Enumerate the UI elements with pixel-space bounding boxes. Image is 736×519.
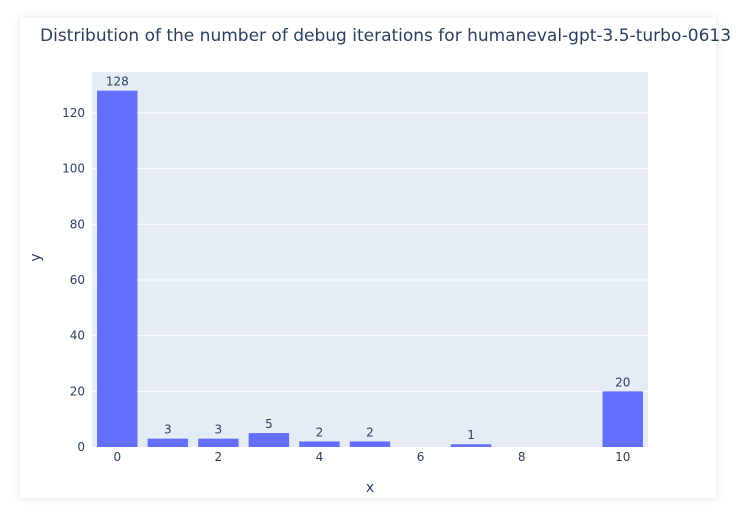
y-tick-label: 100 [62,162,85,176]
bar [450,444,492,447]
bar [349,441,391,447]
bar [248,433,290,447]
x-tick-label: 0 [113,450,121,464]
bar [299,441,340,447]
x-axis-title: x [366,480,374,496]
bar-value-label: 3 [164,423,172,437]
x-axis-ticks: 0 2 4 6 8 10 [113,450,630,464]
gridlines [92,112,648,392]
y-tick-label: 0 [77,440,85,454]
y-tick-label: 120 [62,106,85,120]
bar [602,391,643,447]
bar [198,438,239,447]
y-tick-label: 40 [70,329,85,343]
bars [97,90,643,448]
bar [147,438,189,447]
y-axis-title: y [28,253,44,261]
bar-value-label: 1 [467,428,475,442]
x-tick-label: 8 [518,450,526,464]
plot-area [92,72,648,447]
bar-value-label: 20 [615,375,630,389]
x-tick-label: 6 [417,450,425,464]
chart-title: Distribution of the number of debug iter… [40,26,731,46]
x-tick-label: 4 [316,450,324,464]
bar-value-label: 128 [106,75,129,89]
bar-value-label: 2 [366,425,374,439]
x-tick-label: 2 [215,450,223,464]
bar-value-label: 2 [316,425,324,439]
bar [97,90,138,448]
x-tick-label: 10 [615,450,630,464]
bar-value-label: 5 [265,417,273,431]
bar-value-label: 3 [215,423,223,437]
y-tick-label: 20 [70,384,85,398]
y-axis-ticks: 0 20 40 60 80 100 120 [62,106,85,454]
y-tick-label: 60 [70,273,85,287]
y-tick-label: 80 [70,217,85,231]
bar-labels: 128 3 3 5 2 2 1 20 [106,75,631,443]
